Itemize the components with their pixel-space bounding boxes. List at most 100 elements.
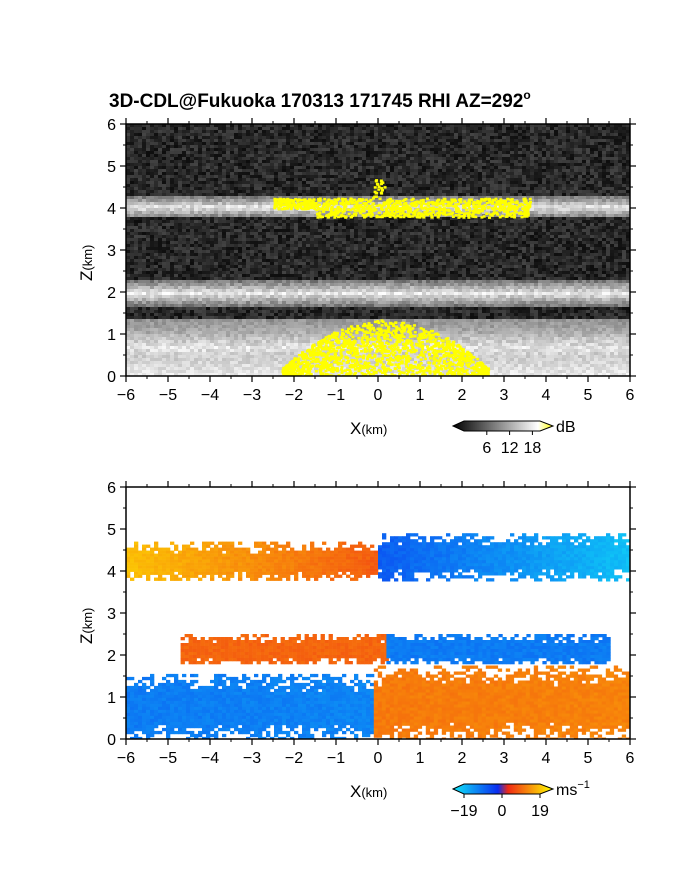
backscatter-cell <box>298 175 303 179</box>
backscatter-cell <box>182 202 187 206</box>
backscatter-cell <box>358 373 363 376</box>
backscatter-cell <box>286 232 291 236</box>
backscatter-cell <box>198 319 203 323</box>
backscatter-cell <box>210 370 215 374</box>
backscatter-cell <box>334 259 339 263</box>
backscatter-cell <box>218 175 223 179</box>
backscatter-cell <box>338 223 343 227</box>
backscatter-cell <box>194 178 199 182</box>
backscatter-cell <box>342 277 347 281</box>
backscatter-cell <box>186 151 191 155</box>
backscatter-cell <box>218 187 223 191</box>
backscatter-cell <box>130 325 135 329</box>
backscatter-cell <box>194 214 199 218</box>
backscatter-cell <box>266 334 271 338</box>
backscatter-cell <box>134 196 139 200</box>
backscatter-cell <box>282 172 287 176</box>
backscatter-cell <box>294 187 299 191</box>
backscatter-cell <box>162 364 167 368</box>
backscatter-cell <box>342 139 347 143</box>
backscatter-cell <box>194 307 199 311</box>
backscatter-cell <box>142 334 147 338</box>
backscatter-cell <box>154 316 159 320</box>
backscatter-cell <box>158 196 163 200</box>
backscatter-cell <box>282 307 287 311</box>
backscatter-cell <box>242 283 247 287</box>
backscatter-cell <box>142 286 147 290</box>
backscatter-cell <box>294 193 299 197</box>
backscatter-cell <box>278 346 283 350</box>
backscatter-cell <box>266 142 271 146</box>
backscatter-cell <box>246 190 251 194</box>
backscatter-cell <box>350 370 355 374</box>
backscatter-cell <box>278 322 283 326</box>
backscatter-cell <box>142 349 147 353</box>
backscatter-cell <box>202 364 207 368</box>
backscatter-cell <box>146 292 151 296</box>
backscatter-cell <box>246 256 251 260</box>
backscatter-cell <box>354 166 359 170</box>
backscatter-cell <box>186 208 191 212</box>
backscatter-cell <box>354 193 359 197</box>
backscatter-cell <box>342 316 347 320</box>
backscatter-cell <box>230 142 235 146</box>
backscatter-cell <box>230 268 235 272</box>
backscatter-cell <box>282 286 287 290</box>
backscatter-cell <box>198 238 203 242</box>
backscatter-cell <box>210 202 215 206</box>
backscatter-cell <box>186 193 191 197</box>
backscatter-cell <box>134 211 139 215</box>
backscatter-cell <box>326 172 331 176</box>
backscatter-cell <box>194 196 199 200</box>
backscatter-cell <box>210 319 215 323</box>
backscatter-cell <box>354 292 359 296</box>
backscatter-cell <box>234 265 239 269</box>
backscatter-cell <box>350 193 355 197</box>
backscatter-cell <box>246 364 251 368</box>
backscatter-cell <box>222 271 227 275</box>
backscatter-cell <box>226 124 231 128</box>
backscatter-cell <box>150 277 155 281</box>
backscatter-cell <box>274 190 279 194</box>
backscatter-cell <box>170 151 175 155</box>
backscatter-cell <box>174 331 179 335</box>
backscatter-cell <box>214 166 219 170</box>
backscatter-cell <box>166 169 171 173</box>
backscatter-cell <box>198 184 203 188</box>
backscatter-cell <box>314 145 319 149</box>
backscatter-cell <box>350 148 355 152</box>
backscatter-cell <box>138 349 143 353</box>
backscatter-cell <box>254 346 259 350</box>
backscatter-cell <box>178 301 183 305</box>
backscatter-cell <box>150 370 155 374</box>
backscatter-cell <box>222 238 227 242</box>
backscatter-cell <box>298 190 303 194</box>
backscatter-cell <box>166 145 171 149</box>
backscatter-cell <box>270 262 275 266</box>
backscatter-cell <box>342 289 347 293</box>
backscatter-cell <box>126 313 131 317</box>
backscatter-cell <box>334 139 339 143</box>
backscatter-cell <box>310 127 315 131</box>
backscatter-cell <box>202 289 207 293</box>
backscatter-cell <box>302 277 307 281</box>
backscatter-cell <box>186 271 191 275</box>
backscatter-cell <box>134 148 139 152</box>
backscatter-cell <box>146 337 151 341</box>
backscatter-cell <box>218 313 223 317</box>
backscatter-cell <box>246 226 251 230</box>
backscatter-cell <box>290 172 295 176</box>
backscatter-cell <box>234 307 239 311</box>
backscatter-cell <box>334 163 339 167</box>
backscatter-cell <box>298 235 303 239</box>
backscatter-cell <box>206 340 211 344</box>
backscatter-cell <box>214 145 219 149</box>
backscatter-cell <box>190 148 195 152</box>
backscatter-cell <box>174 241 179 245</box>
backscatter-cell <box>186 232 191 236</box>
backscatter-cell <box>334 247 339 251</box>
backscatter-cell <box>242 184 247 188</box>
backscatter-cell <box>242 223 247 227</box>
backscatter-cell <box>358 142 363 146</box>
backscatter-cell <box>182 370 187 374</box>
